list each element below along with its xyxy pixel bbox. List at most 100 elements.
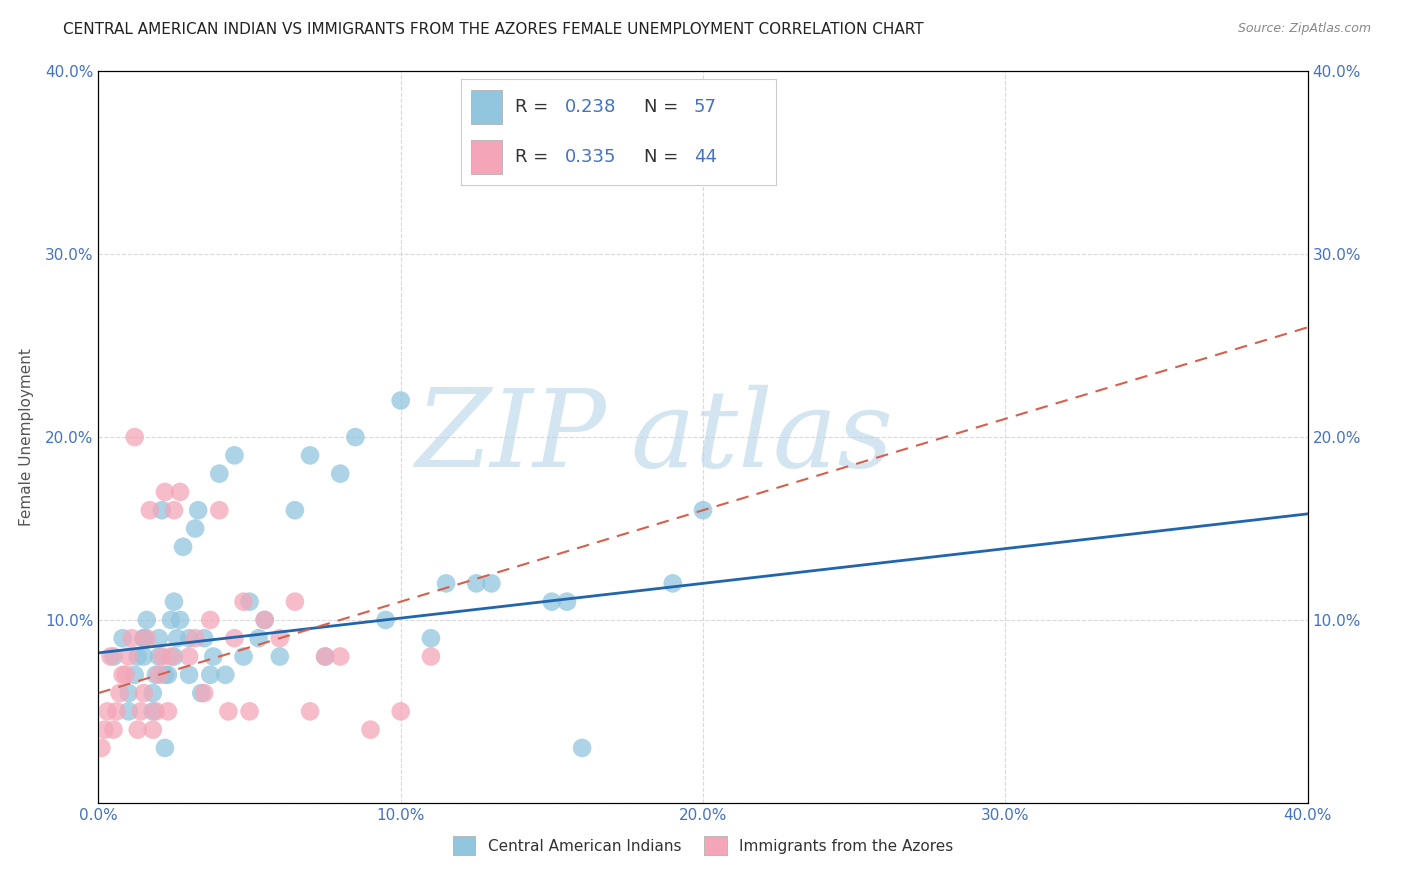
Point [135, 613, 157, 627]
Point [96, 705, 118, 719]
Point [124, 667, 146, 681]
Point [239, 705, 262, 719]
Point [571, 740, 593, 755]
Point [127, 649, 149, 664]
Text: atlas: atlas [630, 384, 893, 490]
Point [163, 649, 186, 664]
Legend: Central American Indians, Immigrants from the Azores: Central American Indians, Immigrants fro… [447, 830, 959, 861]
Point [269, 632, 291, 646]
Point [142, 723, 165, 737]
Point [299, 448, 322, 462]
Point [156, 705, 179, 719]
Point [284, 594, 307, 608]
Point [465, 576, 488, 591]
Point [389, 705, 412, 719]
Point [121, 632, 143, 646]
Point [169, 613, 191, 627]
Point [129, 705, 152, 719]
Point [329, 649, 352, 664]
Point [661, 576, 683, 591]
Point [555, 594, 578, 608]
Point [153, 740, 176, 755]
Point [344, 430, 367, 444]
Point [103, 723, 125, 737]
Point [184, 521, 207, 535]
Y-axis label: Female Unemployment: Female Unemployment [18, 348, 34, 526]
Point [132, 632, 155, 646]
Point [208, 503, 231, 517]
Point [253, 613, 276, 627]
Point [253, 613, 276, 627]
Text: CENTRAL AMERICAN INDIAN VS IMMIGRANTS FROM THE AZORES FEMALE UNEMPLOYMENT CORREL: CENTRAL AMERICAN INDIAN VS IMMIGRANTS FR… [63, 22, 924, 37]
Point [111, 632, 134, 646]
Point [374, 613, 396, 627]
Point [166, 632, 188, 646]
Point [420, 649, 443, 664]
Point [114, 667, 136, 681]
Point [193, 632, 215, 646]
Point [179, 667, 201, 681]
Point [172, 540, 194, 554]
Point [93, 723, 115, 737]
Point [360, 723, 382, 737]
Point [239, 594, 262, 608]
Point [156, 667, 179, 681]
Point [127, 723, 149, 737]
Point [200, 613, 222, 627]
Point [148, 632, 170, 646]
Point [314, 649, 336, 664]
Point [160, 649, 183, 664]
Point [179, 632, 201, 646]
Text: Source: ZipAtlas.com: Source: ZipAtlas.com [1237, 22, 1371, 36]
Point [148, 667, 170, 681]
Point [179, 649, 201, 664]
Point [118, 686, 141, 700]
Point [132, 632, 155, 646]
Point [163, 503, 186, 517]
Point [118, 705, 141, 719]
Point [190, 686, 212, 700]
Point [299, 705, 322, 719]
Point [202, 649, 225, 664]
Point [200, 667, 222, 681]
Point [284, 503, 307, 517]
Point [103, 649, 125, 664]
Point [135, 632, 157, 646]
Point [145, 705, 167, 719]
Point [329, 467, 352, 481]
Point [105, 705, 128, 719]
Point [692, 503, 714, 517]
Point [247, 632, 270, 646]
Point [160, 613, 183, 627]
Point [184, 632, 207, 646]
Point [540, 594, 562, 608]
Point [142, 686, 165, 700]
Point [224, 448, 246, 462]
Point [224, 632, 246, 646]
Point [389, 393, 412, 408]
Point [124, 430, 146, 444]
Point [132, 686, 155, 700]
Point [153, 485, 176, 500]
Point [214, 667, 236, 681]
Point [100, 649, 122, 664]
Point [169, 485, 191, 500]
Point [193, 686, 215, 700]
Point [132, 649, 155, 664]
Point [314, 649, 336, 664]
Point [434, 576, 457, 591]
Point [150, 503, 173, 517]
Point [139, 503, 162, 517]
Point [163, 594, 186, 608]
Point [118, 649, 141, 664]
Point [269, 649, 291, 664]
Point [481, 576, 503, 591]
Point [420, 632, 443, 646]
Point [150, 649, 173, 664]
Point [108, 686, 131, 700]
Point [153, 667, 176, 681]
Point [145, 667, 167, 681]
Text: ZIP: ZIP [415, 384, 606, 490]
Point [142, 705, 165, 719]
Point [232, 649, 254, 664]
